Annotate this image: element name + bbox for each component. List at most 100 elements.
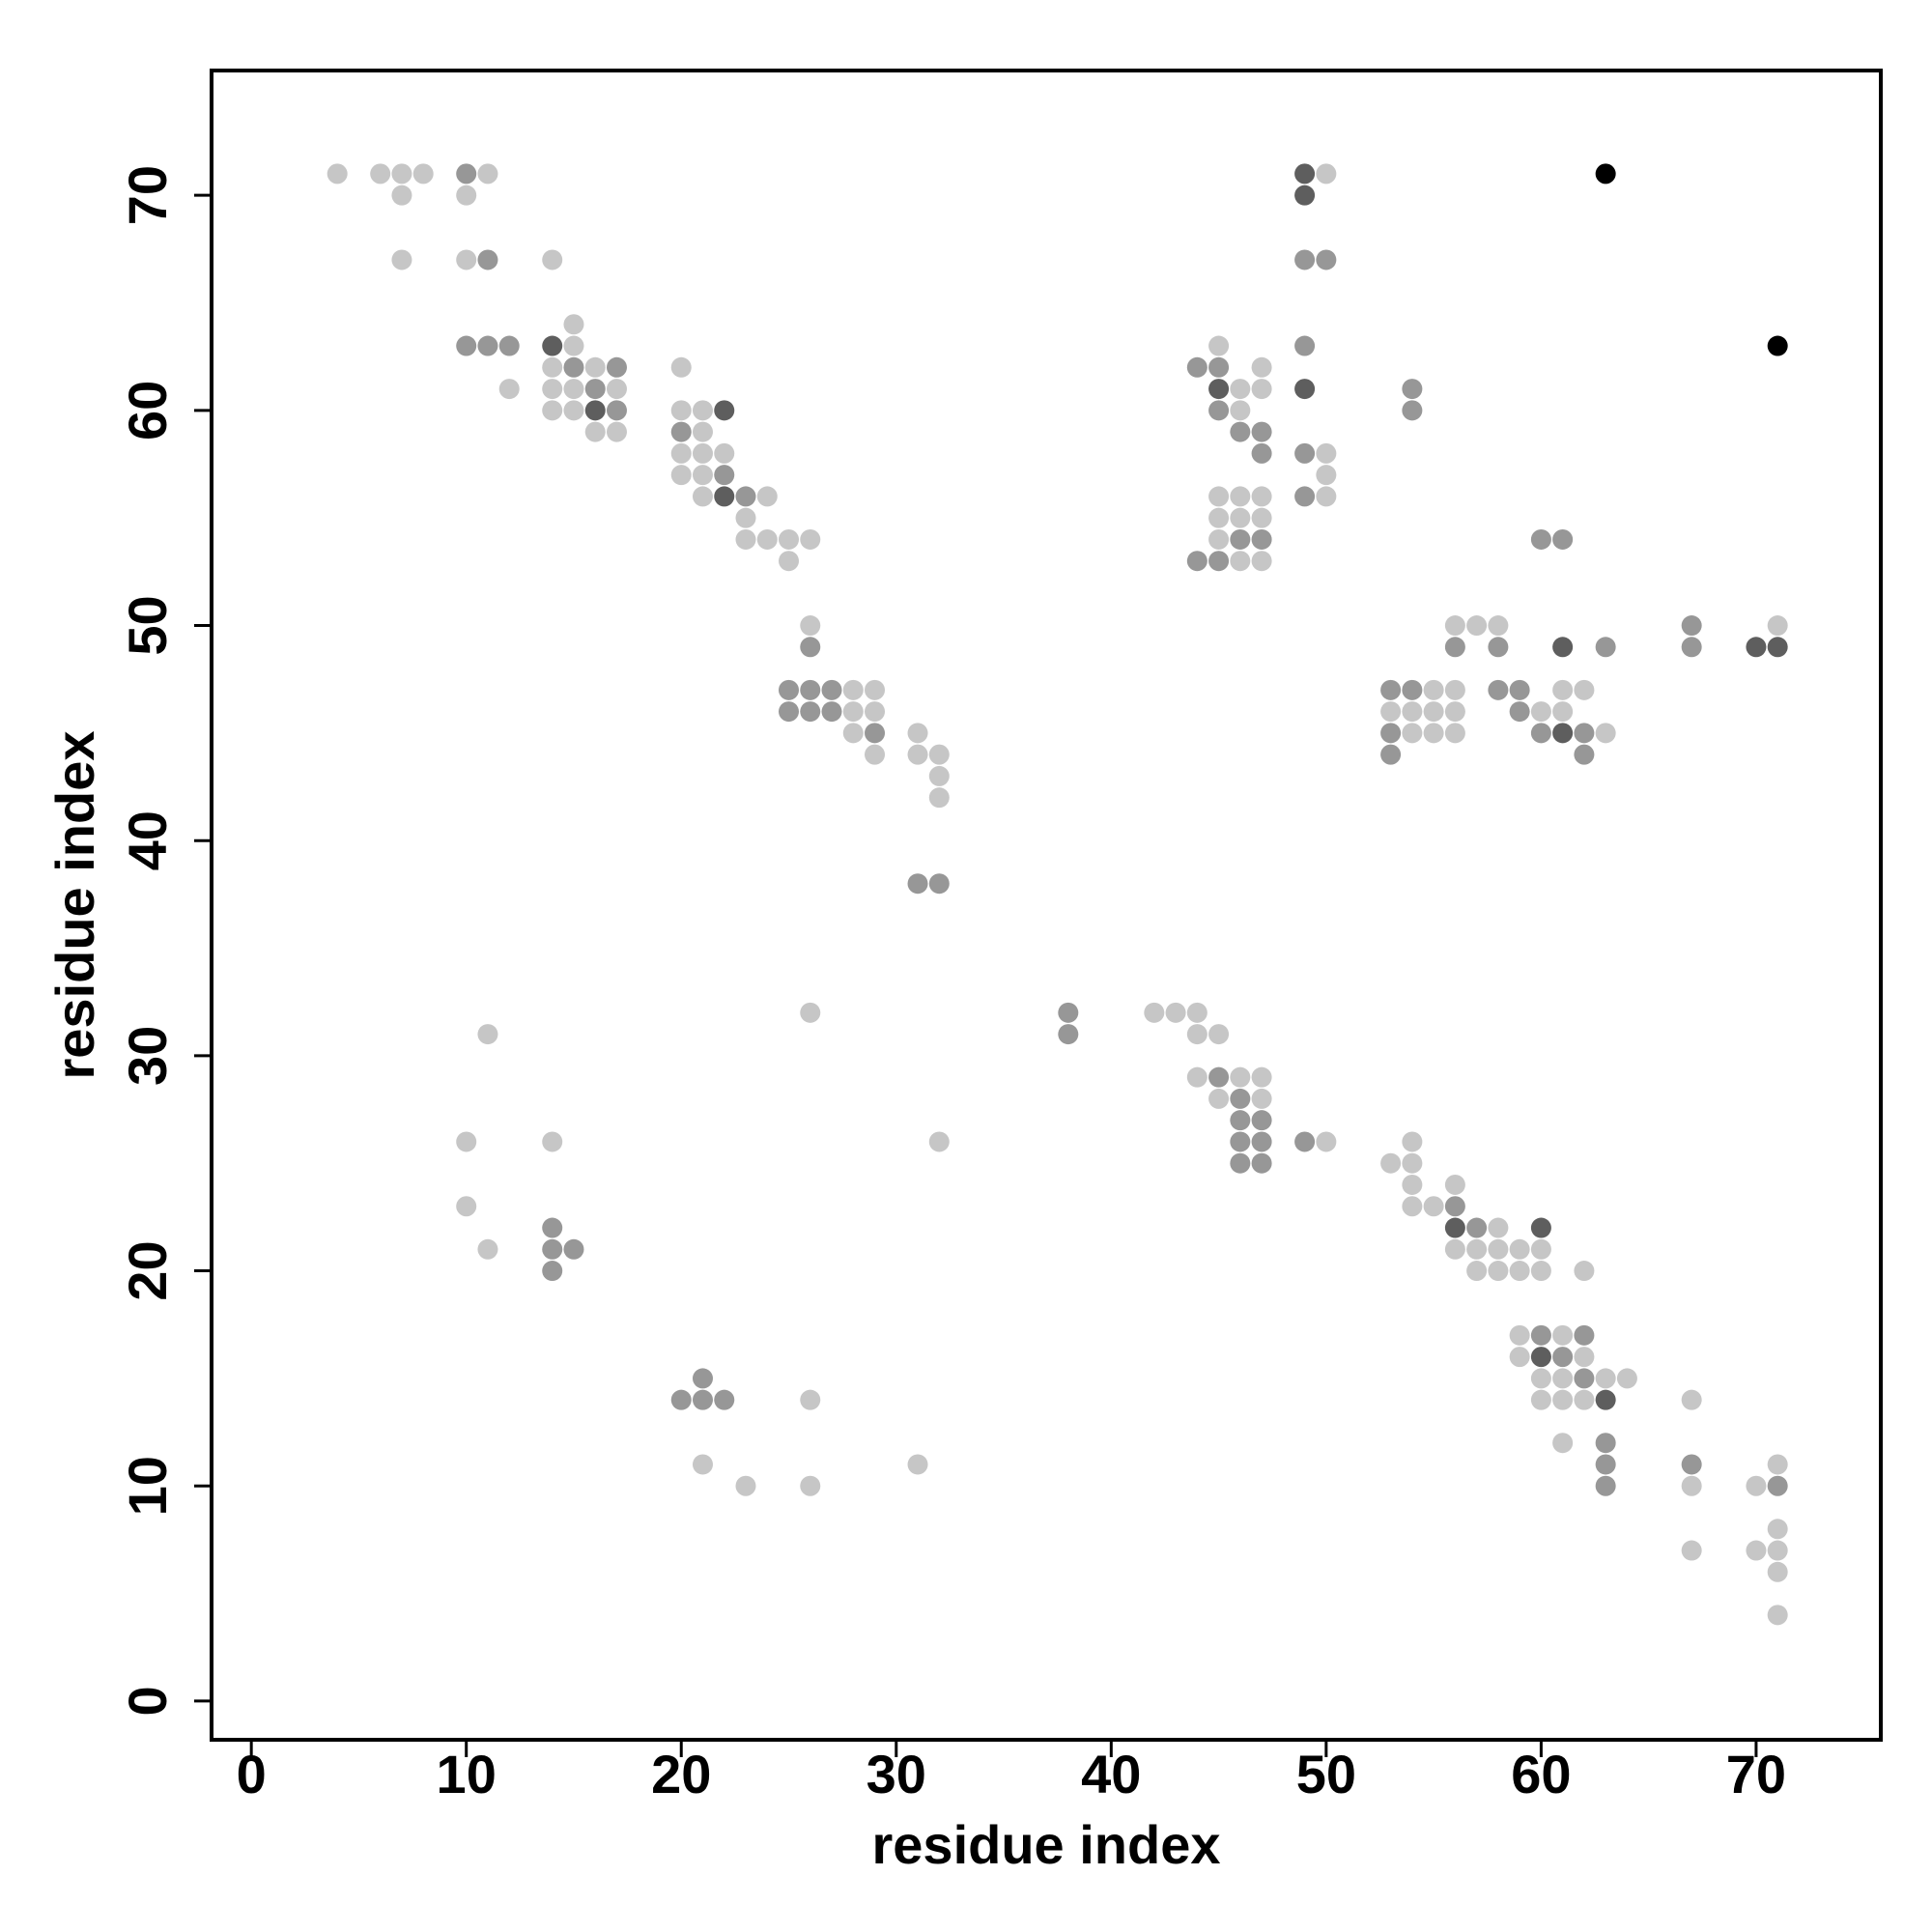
contact-point [692,442,713,464]
contact-point [542,1261,563,1282]
contact-point [1230,486,1251,507]
contact-point [1380,679,1402,700]
contact-point [1530,723,1551,744]
contact-point [1251,1152,1272,1174]
contact-point [842,723,864,744]
contact-point [477,1238,498,1260]
contact-point [692,400,713,421]
x-tick-label: 60 [1511,1744,1571,1804]
contact-point [1316,249,1337,270]
contact-point [1251,1131,1272,1152]
contact-point [1186,551,1208,572]
x-tick-label: 50 [1296,1744,1356,1804]
contact-point [1595,1475,1616,1496]
contact-point [1251,507,1272,528]
contact-point [1595,1368,1616,1389]
contact-point [1251,442,1272,464]
contact-point [714,400,735,421]
contact-point [1509,701,1530,723]
contact-point [1552,1389,1574,1410]
contact-point [865,701,886,723]
contact-point [456,335,477,356]
contact-point [928,765,950,786]
contact-point [1208,1066,1230,1088]
contact-point [1767,1454,1788,1475]
contact-point [1444,1196,1465,1217]
contact-point [1294,185,1316,206]
contact-point [1595,637,1616,658]
contact-point [1595,163,1616,185]
contact-point [800,615,821,637]
contact-point [1616,1368,1637,1389]
contact-point [1144,1002,1165,1023]
contact-point [670,465,692,486]
contact-point [1402,379,1423,400]
contact-point [1186,356,1208,378]
contact-point [1230,1066,1251,1088]
contact-point [670,442,692,464]
contact-point [477,335,498,356]
contact-point [1552,528,1574,550]
contact-point [1530,701,1551,723]
contact-point [1423,723,1444,744]
contact-point [1509,1238,1530,1260]
contact-point [1444,679,1465,700]
contact-point [928,787,950,809]
contact-point [1574,723,1595,744]
contact-point [928,1131,950,1152]
contact-point [327,163,348,185]
contact-point [1552,637,1574,658]
contact-point [1402,701,1423,723]
contact-point [1574,744,1595,765]
contact-point [1488,679,1509,700]
contact-point [370,163,391,185]
contact-point [1058,1024,1079,1045]
contact-point [907,744,928,765]
contact-point [1767,1540,1788,1561]
contact-point [1530,1238,1551,1260]
x-tick-label: 70 [1726,1744,1786,1804]
contact-point [1574,1368,1595,1389]
contact-point [1530,528,1551,550]
contact-point [456,249,477,270]
contact-point [907,873,928,895]
contact-point [1251,421,1272,442]
contact-point [1208,356,1230,378]
contact-point [928,873,950,895]
contact-point [1767,335,1788,356]
contact-point [1552,1347,1574,1368]
contact-point [800,637,821,658]
contact-point [1574,1261,1595,1282]
contact-point [800,1002,821,1023]
contact-point [821,679,842,700]
contact-point [1251,1088,1272,1109]
contact-point [1595,1433,1616,1454]
contact-point [456,1196,477,1217]
contact-point [1208,379,1230,400]
contact-point [1488,1238,1509,1260]
contact-point [1444,615,1465,637]
contact-point [1294,379,1316,400]
contact-point [1316,465,1337,486]
y-tick-label: 50 [117,595,178,655]
y-tick-label: 70 [117,165,178,225]
contact-point [1488,637,1509,658]
contact-point [542,400,563,421]
contact-point [563,335,584,356]
contact-point [1380,701,1402,723]
y-axis-title: residue index [44,730,105,1079]
x-tick-label: 40 [1081,1744,1141,1804]
contact-point [928,744,950,765]
contact-point [477,163,498,185]
contact-point [1251,356,1272,378]
contact-point [1230,507,1251,528]
contact-point [1251,486,1272,507]
contact-point [542,356,563,378]
contact-point [1230,528,1251,550]
contact-point [412,163,434,185]
x-axis-title: residue index [871,1814,1220,1875]
contact-point [735,528,756,550]
contact-point [1230,400,1251,421]
contact-point [584,421,606,442]
contact-point [1530,1347,1551,1368]
